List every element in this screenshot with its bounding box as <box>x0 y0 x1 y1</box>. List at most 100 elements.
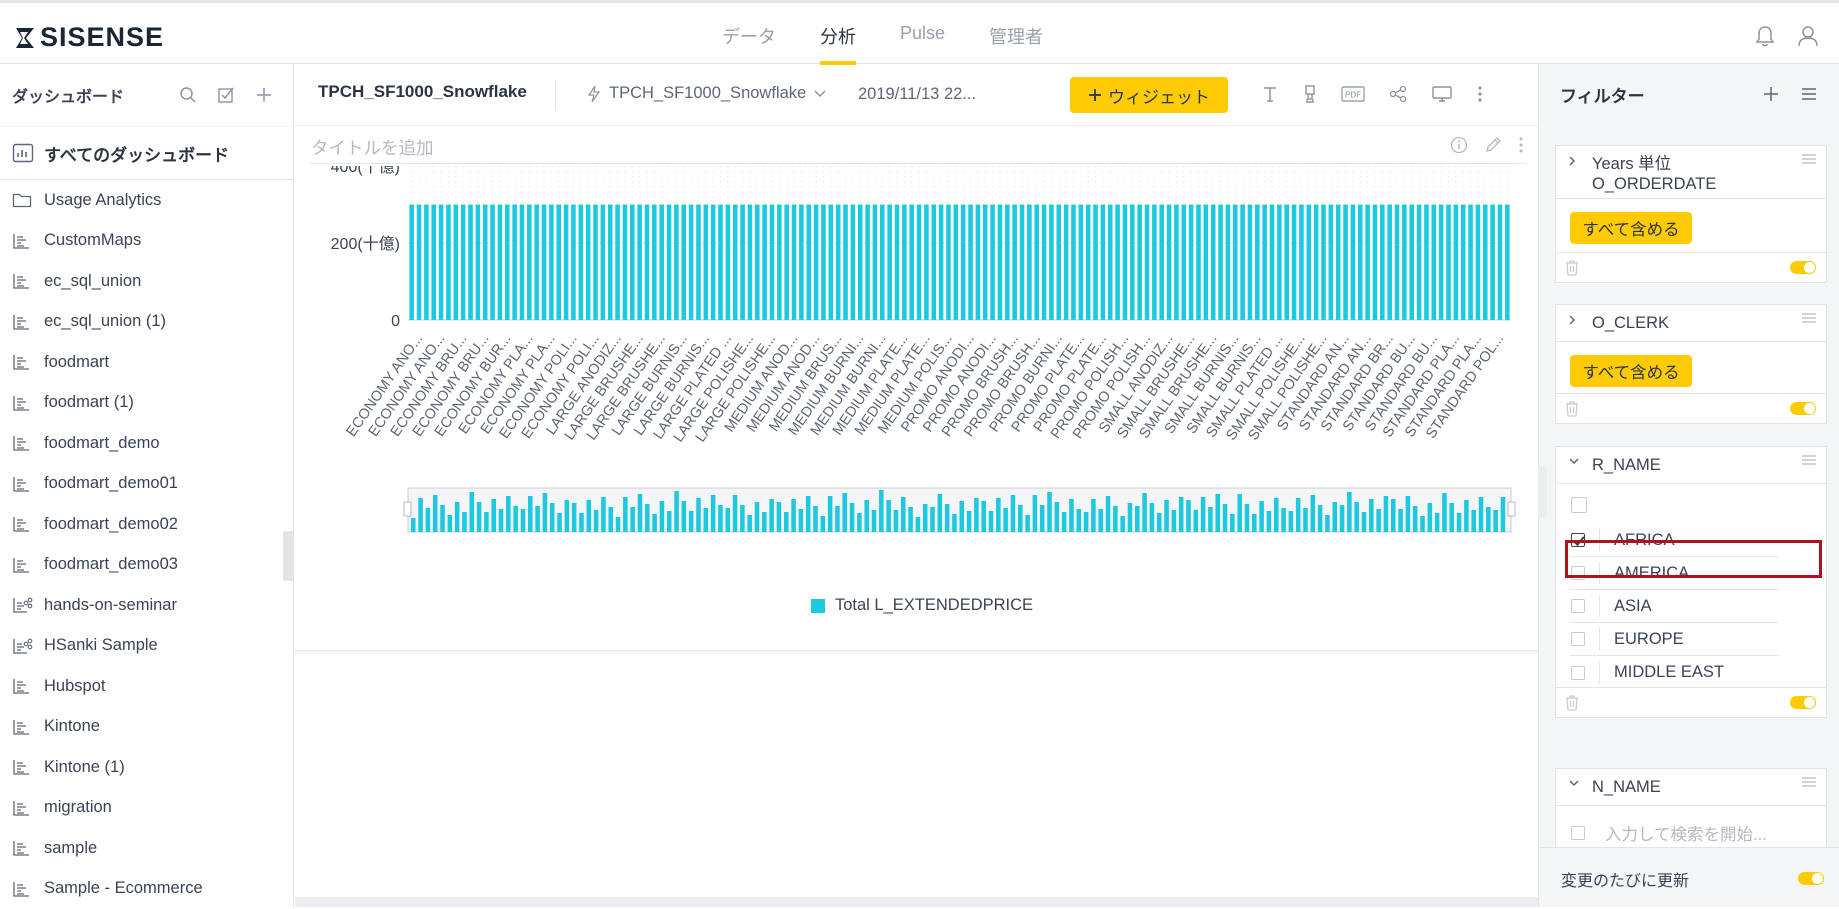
widget-title-placeholder[interactable]: タイトルを追加 <box>311 135 434 160</box>
member-europe[interactable]: EUROPE <box>1570 623 1779 656</box>
sidebar-item-label: Hubspot <box>44 677 105 696</box>
all-dashboards-item[interactable]: すべてのダッシュボード <box>0 126 293 180</box>
pdf-icon[interactable]: PDF <box>1341 86 1365 102</box>
sidebar-item-dashboard[interactable]: foodmart (1) <box>0 383 293 424</box>
member-checkbox[interactable] <box>1571 826 1585 840</box>
sidebar-item-dashboard[interactable]: HSanki Sample <box>0 626 293 667</box>
dashboards-icon <box>12 143 34 163</box>
bar <box>1387 205 1392 321</box>
filter-card-header[interactable]: Years 単位 O_ORDERDATE <box>1556 146 1826 194</box>
bar <box>990 205 995 321</box>
sidebar-item-dashboard[interactable]: CustomMaps <box>0 221 293 262</box>
dashboard-icon <box>12 678 34 694</box>
navigator-bar <box>1106 496 1111 532</box>
drag-handle-icon[interactable] <box>1802 777 1816 787</box>
bar <box>1292 205 1297 321</box>
filter-brush-icon[interactable] <box>1303 84 1317 104</box>
select-checkbox-icon[interactable] <box>217 86 235 104</box>
add-filter-icon[interactable] <box>1763 86 1779 102</box>
dashboard-name[interactable]: TPCH_SF1000_Snowflake <box>318 82 527 102</box>
select-all-checkbox[interactable] <box>1571 497 1587 513</box>
drag-handle-icon[interactable] <box>1802 154 1816 164</box>
sidebar-item-dashboard[interactable]: foodmart_demo03 <box>0 545 293 586</box>
member-search-row[interactable]: 入力して検索を開始... <box>1570 821 1767 845</box>
bar <box>858 205 863 321</box>
navigator-bar <box>930 507 935 532</box>
filter-card-header[interactable]: O_CLERK <box>1556 305 1826 333</box>
filter-enable-toggle[interactable] <box>1790 261 1816 274</box>
bell-icon[interactable] <box>1755 25 1775 47</box>
widget-menu-icon[interactable] <box>1518 136 1524 154</box>
sidebar-item-dashboard[interactable]: Sample - Ecommerce <box>0 869 293 909</box>
datasource-selector[interactable]: TPCH_SF1000_Snowflake <box>587 84 826 103</box>
filter-card-header[interactable]: N_NAME <box>1556 769 1826 797</box>
member-checkbox[interactable] <box>1571 632 1585 646</box>
datasource-name: TPCH_SF1000_Snowflake <box>609 84 806 103</box>
tab-pulse[interactable]: Pulse <box>878 3 967 64</box>
bar <box>593 205 598 321</box>
sidebar-collapse-handle[interactable] <box>283 531 294 581</box>
filter-panel-collapse-handle[interactable] <box>1538 467 1547 517</box>
add-icon[interactable] <box>255 86 273 104</box>
dashboard-icon <box>12 719 34 735</box>
sidebar-item-dashboard[interactable]: ec_sql_union (1) <box>0 302 293 343</box>
monitor-icon[interactable] <box>1431 85 1453 103</box>
navigator-bar <box>718 505 723 532</box>
member-search-placeholder[interactable]: 入力して検索を開始... <box>1605 821 1767 845</box>
info-icon[interactable] <box>1450 136 1468 154</box>
trash-icon[interactable] <box>1564 259 1580 277</box>
sidebar-item-dashboard[interactable]: Kintone (1) <box>0 747 293 788</box>
sidebar-item-dashboard[interactable]: ec_sql_union <box>0 261 293 302</box>
user-icon[interactable] <box>1797 25 1819 47</box>
sisense-logo[interactable]: SISENSE <box>14 22 164 53</box>
sidebar-item-dashboard[interactable]: hands-on-seminar <box>0 585 293 626</box>
auto-update-toggle[interactable] <box>1798 872 1824 885</box>
sidebar-item-dashboard[interactable]: sample <box>0 828 293 869</box>
member-asia[interactable]: ASIA <box>1570 590 1779 623</box>
member-checkbox[interactable] <box>1571 666 1585 680</box>
navigator-bar <box>901 497 906 532</box>
bar <box>998 205 1003 321</box>
edit-pencil-icon[interactable] <box>1484 136 1502 154</box>
sidebar-item-dashboard[interactable]: Usage Analytics <box>0 180 293 221</box>
hamburger-menu-icon[interactable] <box>1801 87 1817 101</box>
tab-analytics[interactable]: 分析 <box>798 3 878 64</box>
sidebar-item-dashboard[interactable]: foodmart_demo01 <box>0 464 293 505</box>
trash-icon[interactable] <box>1564 400 1580 418</box>
text-icon[interactable] <box>1261 85 1279 103</box>
filter-card-header[interactable]: R_NAME <box>1556 447 1826 475</box>
include-all-button[interactable]: すべて含める <box>1570 212 1692 244</box>
filter-panel-title: フィルター <box>1560 82 1763 107</box>
more-options-icon[interactable] <box>1477 85 1483 103</box>
chart-legend[interactable]: Total L_EXTENDEDPRICE <box>811 596 1033 615</box>
sidebar-item-dashboard[interactable]: Kintone <box>0 707 293 748</box>
dashboard-icon <box>12 516 34 532</box>
add-widget-button[interactable]: ウィジェット <box>1070 77 1228 113</box>
bar <box>534 205 539 321</box>
sidebar-item-dashboard[interactable]: migration <box>0 788 293 829</box>
tab-admin[interactable]: 管理者 <box>967 3 1065 64</box>
chevron-right-icon <box>1568 155 1582 167</box>
sidebar-item-dashboard[interactable]: foodmart <box>0 342 293 383</box>
search-icon[interactable] <box>179 86 197 104</box>
filter-enable-toggle[interactable] <box>1790 696 1816 709</box>
navigator-bar <box>616 517 621 532</box>
sidebar-item-dashboard[interactable]: foodmart_demo02 <box>0 504 293 545</box>
filter-enable-toggle[interactable] <box>1790 402 1816 415</box>
bar <box>1476 205 1481 321</box>
tab-data[interactable]: データ <box>700 3 798 64</box>
drag-handle-icon[interactable] <box>1802 455 1816 465</box>
navigator-bar <box>543 493 548 532</box>
drag-handle-icon[interactable] <box>1802 313 1816 323</box>
navigator-bar <box>689 511 694 532</box>
member-middle-east[interactable]: MIDDLE EAST <box>1570 656 1779 689</box>
share-icon[interactable] <box>1389 85 1407 103</box>
navigator-bar <box>1289 511 1294 532</box>
include-all-button[interactable]: すべて含める <box>1570 355 1692 387</box>
member-checkbox[interactable] <box>1571 599 1585 613</box>
sidebar-item-dashboard[interactable]: Hubspot <box>0 666 293 707</box>
sidebar-item-dashboard[interactable]: foodmart_demo <box>0 423 293 464</box>
trash-icon[interactable] <box>1564 694 1580 712</box>
